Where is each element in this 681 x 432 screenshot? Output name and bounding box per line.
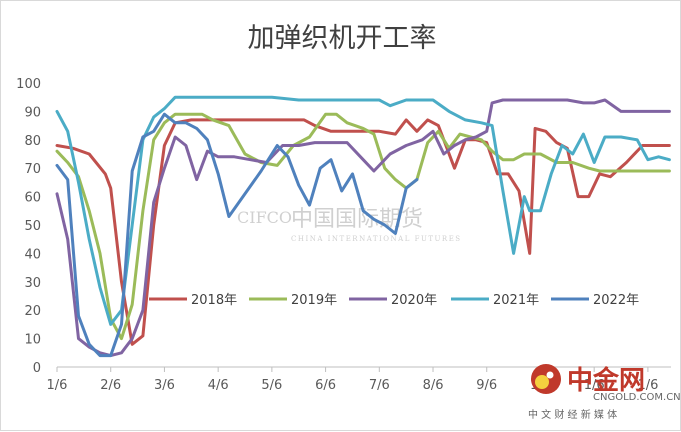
series-line-2019 (55, 112, 671, 341)
series-line-2022 (55, 112, 419, 358)
y-tick-label: 10 (24, 333, 41, 348)
logo-name: 中金网 (567, 365, 645, 396)
y-tick-label: 60 (24, 191, 41, 206)
y-tick-label: 90 (24, 105, 41, 120)
series-line-2021 (55, 95, 671, 326)
x-tick-label: 5/6 (261, 378, 282, 393)
x-tick-label: 4/6 (208, 378, 229, 393)
x-tick-label: 1/6 (637, 378, 658, 393)
watermark-brand-en: CHINA INTERNATIONAL FUTURES (291, 235, 462, 243)
axes: 0 10 20 30 40 50 60 70 80 90 100 1/6 2/6 3/6 4/6 5/6 6/6… (16, 77, 671, 393)
series-layer (55, 95, 671, 358)
x-tick-label: 1/6 (47, 378, 68, 393)
logo-domain: CNGOLD.COM.CN (593, 392, 681, 403)
x-tick-label: 1/6 (584, 378, 605, 393)
x-tick-label: 6/6 (315, 378, 336, 393)
legend: 2018年 2019年 2020年 2021年 2022年 (149, 293, 639, 308)
watermark: CIFCO 中国国际期货 CHINA INTERNATIONAL FUTURES (237, 207, 462, 243)
y-tick-label: 50 (24, 219, 41, 234)
watermark-abbr: CIFCO (237, 208, 292, 227)
x-tick-label: 3/6 (154, 378, 175, 393)
logo-mark-dot-icon (546, 371, 554, 379)
y-tick-label: 30 (24, 276, 41, 291)
x-tick-label: 9/6 (476, 378, 497, 393)
y-tick-label: 40 (24, 247, 41, 262)
legend-label: 2022年 (593, 293, 639, 308)
logo-mark-inner-icon (535, 375, 549, 389)
cngold-logo: 中金网 CNGOLD.COM.CN 中 文 财 经 新 媒 体 (528, 364, 681, 421)
chart-title: 加弹织机开工率 (248, 23, 437, 54)
y-tick-label: 80 (24, 134, 41, 149)
x-tick-label: 8/6 (423, 378, 444, 393)
series-line-2020 (55, 98, 671, 358)
logo-tagline: 中 文 财 经 新 媒 体 (528, 408, 617, 421)
legend-label: 2020年 (391, 293, 437, 308)
x-tick-label: 2/6 (100, 378, 121, 393)
y-tick-label: 0 (33, 361, 41, 376)
x-tick-label: 7/6 (369, 378, 390, 393)
legend-label: 2019年 (291, 293, 337, 308)
legend-label: 2018年 (191, 293, 237, 308)
series-line-2018 (55, 118, 671, 346)
y-tick-label: 20 (24, 304, 41, 319)
y-tick-label: 70 (24, 162, 41, 177)
legend-label: 2021年 (493, 293, 539, 308)
watermark-brand: 中国国际期货 (291, 207, 423, 232)
y-tick-label: 100 (16, 77, 41, 92)
